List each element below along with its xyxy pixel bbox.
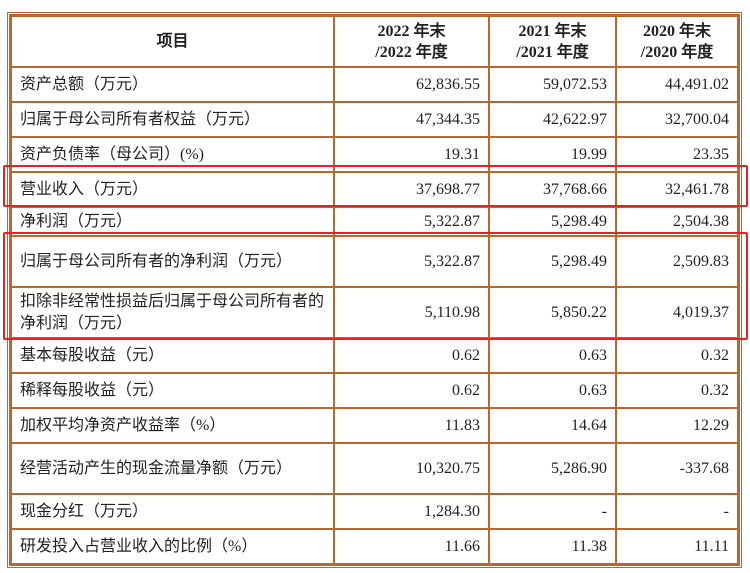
cell-value: 0.32 (615, 372, 739, 409)
cell-value: -337.68 (615, 442, 739, 495)
cell-value: 5,322.87 (333, 235, 490, 288)
row-label: 归属于母公司所有者权益（万元） (10, 101, 335, 138)
cell-value: 0.32 (615, 337, 739, 374)
row-label: 现金分红（万元） (10, 493, 335, 530)
cell-value: 2,509.83 (615, 235, 739, 288)
cell-value: - (615, 493, 739, 530)
row-label: 资产负债率（母公司）(%) (10, 136, 335, 173)
cell-value: 10,320.75 (333, 442, 490, 495)
row-label: 基本每股收益（元） (10, 337, 335, 374)
cell-value: 1,284.30 (333, 493, 490, 530)
table-row: 研发投入占营业收入的比例（%） 11.66 11.38 11.11 (10, 528, 739, 565)
cell-value: 5,322.87 (333, 206, 490, 237)
row-label: 净利润（万元） (10, 206, 335, 237)
row-label: 归属于母公司所有者的净利润（万元） (10, 235, 335, 288)
table-row: 资产总额（万元） 62,836.55 59,072.53 44,491.02 (10, 66, 739, 103)
row-label: 营业收入（万元） (10, 171, 335, 208)
cell-value: 4,019.37 (615, 286, 739, 339)
cell-value: 23.35 (615, 136, 739, 173)
cell-value: 12.29 (615, 407, 739, 444)
row-label: 资产总额（万元） (10, 66, 335, 103)
header-2021: 2021 年末/2021 年度 (488, 15, 617, 68)
table-row: 扣除非经常性损益后归属于母公司所有者的净利润（万元） 5,110.98 5,850.… (10, 286, 739, 339)
cell-value: 32,700.04 (615, 101, 739, 138)
table-row: 净利润（万元） 5,322.87 5,298.49 2,504.38 (10, 206, 739, 237)
cell-value: - (488, 493, 617, 530)
table-row: 加权平均净资产收益率（%） 11.83 14.64 12.29 (10, 407, 739, 444)
cell-value: 11.66 (333, 528, 490, 565)
table-row: 归属于母公司所有者的净利润（万元） 5,322.87 5,298.49 2,509.8… (10, 235, 739, 288)
cell-value: 59,072.53 (488, 66, 617, 103)
cell-value: 5,850.22 (488, 286, 617, 339)
header-text: 项目 (156, 33, 189, 50)
cell-value: 5,286.90 (488, 442, 617, 495)
cell-value: 0.63 (488, 337, 617, 374)
header-text: 2022 年末 (377, 22, 446, 40)
cell-value: 0.62 (333, 372, 490, 409)
cell-value: 37,698.77 (333, 171, 490, 208)
header-text: 2020 年末 (642, 22, 711, 40)
cell-value: 37,768.66 (488, 171, 617, 208)
table-row: 经营活动产生的现金流量净额（万元） 10,320.75 5,286.90 -337.6… (10, 442, 739, 495)
row-label: 研发投入占营业收入的比例（%） (10, 528, 335, 565)
table-row: 资产负债率（母公司）(%) 19.31 19.99 23.35 (10, 136, 739, 173)
cell-value: 5,110.98 (333, 286, 490, 339)
row-label: 加权平均净资产收益率（%） (10, 407, 335, 444)
table-row: 稀释每股收益（元） 0.62 0.63 0.32 (10, 372, 739, 409)
cell-value: 0.63 (488, 372, 617, 409)
header-text: 2021 年末 (518, 22, 587, 40)
cell-value: 14.64 (488, 407, 617, 444)
cell-value: 19.31 (333, 136, 490, 173)
financial-table: 项目 2022 年末/2022 年度 2021 年末/2021 年度 2020 … (10, 15, 739, 565)
cell-value: 5,298.49 (488, 235, 617, 288)
cell-value: 47,344.35 (333, 101, 490, 138)
cell-value: 2,504.38 (615, 206, 739, 237)
row-label: 稀释每股收益（元） (10, 372, 335, 409)
header-item: 项目 (10, 15, 335, 68)
cell-value: 44,491.02 (615, 66, 739, 103)
header-2022: 2022 年末/2022 年度 (333, 15, 490, 68)
cell-value: 5,298.49 (488, 206, 617, 237)
cell-value: 42,622.97 (488, 101, 617, 138)
cell-value: 32,461.78 (615, 171, 739, 208)
cell-value: 11.11 (615, 528, 739, 565)
table-row: 基本每股收益（元） 0.62 0.63 0.32 (10, 337, 739, 374)
table-row: 归属于母公司所有者权益（万元） 47,344.35 42,622.97 32,700.… (10, 101, 739, 138)
header-text: /2020 年度 (640, 43, 714, 61)
financial-table-container: 项目 2022 年末/2022 年度 2021 年末/2021 年度 2020 … (7, 12, 742, 568)
row-label: 经营活动产生的现金流量净额（万元） (10, 442, 335, 495)
table-row: 营业收入（万元） 37,698.77 37,768.66 32,461.78 (10, 171, 739, 208)
cell-value: 11.83 (333, 407, 490, 444)
cell-value: 11.38 (488, 528, 617, 565)
cell-value: 0.62 (333, 337, 490, 374)
header-text: /2021 年度 (516, 43, 589, 61)
header-2020: 2020 年末/2020 年度 (615, 15, 739, 68)
cell-value: 19.99 (488, 136, 617, 173)
cell-value: 62,836.55 (333, 66, 490, 103)
table-header-row: 项目 2022 年末/2022 年度 2021 年末/2021 年度 2020 … (10, 15, 739, 68)
header-text: /2022 年度 (375, 43, 448, 61)
table-row: 现金分红（万元） 1,284.30- - (10, 493, 739, 530)
row-label: 扣除非经常性损益后归属于母公司所有者的净利润（万元） (10, 286, 335, 339)
